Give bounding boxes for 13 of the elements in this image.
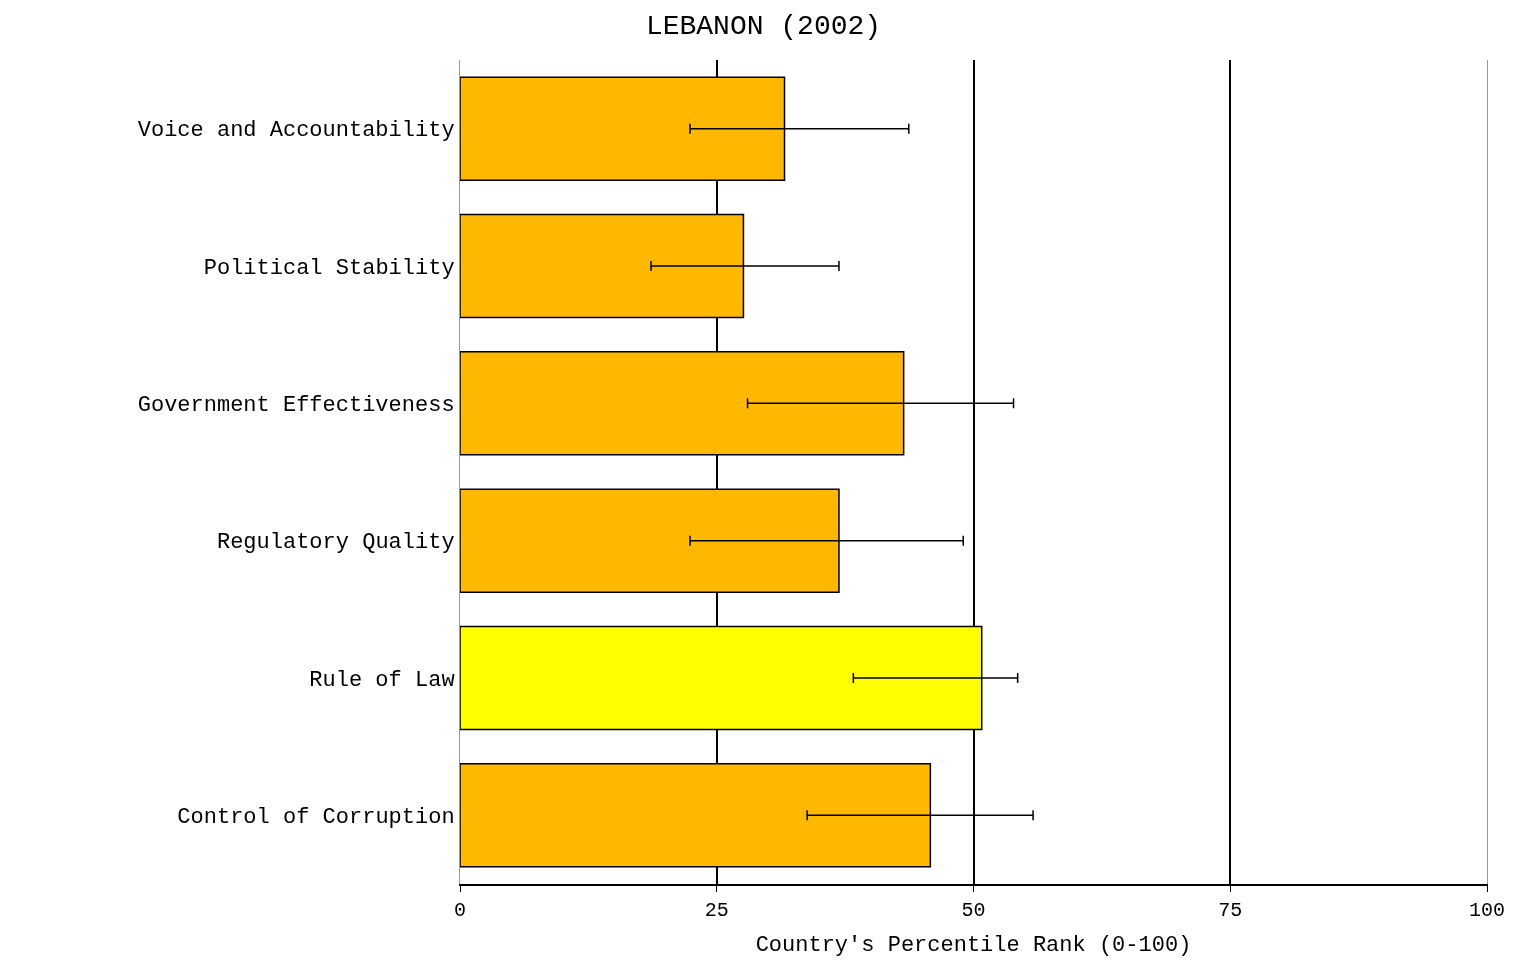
x-axis-title: Country's Percentile Rank (0-100) bbox=[755, 933, 1192, 959]
x-tick-label: 0 bbox=[453, 898, 467, 922]
y-tick-label: Control of Corruption bbox=[177, 805, 455, 831]
y-tick-label: Rule of Law bbox=[309, 667, 455, 693]
x-tick-label: 100 bbox=[1468, 898, 1506, 922]
y-tick-label: Regulatory Quality bbox=[216, 530, 455, 556]
y-tick-label: Government Effectiveness bbox=[137, 393, 455, 419]
x-tick-label: 50 bbox=[961, 898, 986, 922]
y-tick-label: Voice and Accountability bbox=[137, 118, 455, 144]
x-tick-label: 25 bbox=[704, 898, 729, 922]
chart-title: LEBANON (2002) bbox=[645, 11, 882, 43]
x-tick-label: 75 bbox=[1218, 898, 1243, 922]
y-tick-label: Political Stability bbox=[203, 255, 455, 281]
